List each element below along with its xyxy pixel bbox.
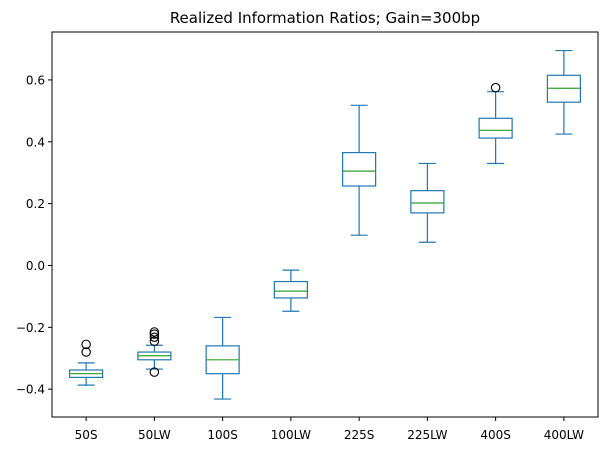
plot-area: −0.4 −0.2 0.0 0.2 0.4 0.6 50S 50LW 100S 100LW 225S… <box>16 49 584 442</box>
x-tick-label: 100LW <box>271 428 311 442</box>
plot-frame <box>51 31 599 418</box>
y-tick-label: −0.2 <box>16 321 45 335</box>
iqr-box <box>273 280 308 299</box>
y-tick-label: 0.0 <box>26 259 45 273</box>
iqr-box <box>410 190 445 214</box>
x-tick-label: 400S <box>480 428 511 442</box>
x-tick-label: 400LW <box>544 428 584 442</box>
iqr-box <box>342 152 377 187</box>
outlier-point <box>81 347 91 357</box>
outlier-point <box>149 336 160 346</box>
iqr-box <box>478 117 513 139</box>
y-tick-label: 0.6 <box>26 73 45 87</box>
outlier-point <box>149 329 160 339</box>
x-tick-label: 225S <box>344 428 375 442</box>
outlier-point <box>149 332 160 342</box>
x-tick-label: 100S <box>207 428 238 442</box>
y-tick-label: −0.4 <box>16 383 45 397</box>
outlier-point <box>81 339 91 350</box>
y-tick-label: 0.2 <box>26 197 45 211</box>
x-tick-label: 50LW <box>138 428 171 442</box>
chart-title: Realized Information Ratios; Gain=300bp <box>170 9 480 27</box>
outlier-point <box>149 367 160 377</box>
y-tick-label: 0.4 <box>26 135 45 149</box>
x-tick-label: 50S <box>75 428 98 442</box>
x-tick-label: 225LW <box>407 428 447 442</box>
outlier-point <box>490 82 501 93</box>
